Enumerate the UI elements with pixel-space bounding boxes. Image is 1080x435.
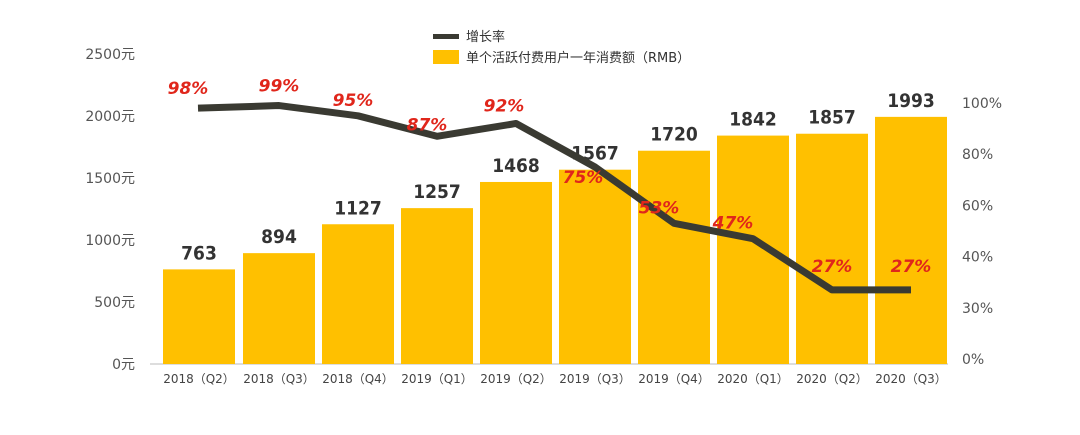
- growth-value-label: 75%: [563, 168, 604, 188]
- bar: [401, 208, 473, 364]
- growth-value-label: 99%: [259, 77, 300, 97]
- right-axis-tick: 0%: [962, 352, 984, 368]
- growth-value-label: 27%: [891, 257, 932, 277]
- right-axis-tick: 30%: [962, 301, 993, 317]
- growth-value-label: 27%: [812, 257, 853, 277]
- left-axis-tick: 2500元: [85, 47, 135, 63]
- legend-label-growth: 增长率: [466, 29, 505, 45]
- bar-value-label: 894: [261, 226, 297, 248]
- legend-bar-swatch: [433, 50, 459, 64]
- bar: [559, 169, 631, 364]
- bar: [796, 133, 868, 364]
- growth-value-label: 53%: [639, 198, 680, 218]
- growth-value-label: 92%: [484, 96, 525, 116]
- left-axis-tick: 500元: [94, 295, 135, 311]
- bar: [243, 253, 315, 364]
- right-axis-tick: 100%: [962, 96, 1002, 112]
- bar: [480, 181, 552, 364]
- bar-value-label: 763: [181, 242, 217, 264]
- growth-value-label: 95%: [333, 91, 374, 111]
- right-axis-tick: 40%: [962, 250, 993, 266]
- x-axis-tick: 2019（Q3）: [559, 372, 631, 386]
- right-axis-tick: 80%: [962, 147, 993, 163]
- x-axis-tick: 2019（Q4）: [638, 372, 710, 386]
- bar-value-label: 1720: [650, 124, 698, 146]
- growth-value-label: 87%: [407, 115, 448, 135]
- right-axis-tick: 60%: [962, 198, 993, 214]
- bar: [875, 116, 947, 364]
- growth-line: [197, 102, 911, 294]
- bar-value-label: 1842: [729, 109, 777, 131]
- x-axis-tick: 2018（Q4）: [322, 372, 394, 386]
- bar: [163, 269, 235, 364]
- bar-value-label: 1468: [492, 155, 540, 177]
- bar: [322, 224, 394, 364]
- bar-value-label: 1127: [334, 197, 382, 219]
- bar-value-label: 1993: [887, 90, 935, 112]
- left-axis-tick: 0元: [112, 357, 135, 373]
- legend-line-swatch: [433, 34, 459, 39]
- legend: 增长率 单个活跃付费用户一年消费额（RMB）: [433, 29, 690, 66]
- growth-value-label: 98%: [168, 79, 209, 99]
- left-axis-tick: 1500元: [85, 171, 135, 187]
- bar: [717, 135, 789, 364]
- left-axis-tick: 2000元: [85, 109, 135, 125]
- x-axis-tick: 2019（Q2）: [480, 372, 552, 386]
- x-axis-tick: 2019（Q1）: [401, 372, 473, 386]
- legend-label-spend: 单个活跃付费用户一年消费额（RMB）: [466, 50, 690, 66]
- bar-value-label: 1857: [808, 107, 856, 129]
- x-axis-tick: 2018（Q2）: [163, 372, 235, 386]
- growth-value-label: 47%: [712, 214, 754, 234]
- x-axis-tick: 2020（Q2）: [796, 372, 868, 386]
- x-axis-tick: 2020（Q3）: [875, 372, 947, 386]
- bar: [638, 150, 710, 364]
- x-axis-tick: 2020（Q1）: [717, 372, 789, 386]
- bar-value-label: 1257: [413, 181, 461, 203]
- left-axis-tick: 1000元: [85, 233, 135, 249]
- x-axis-tick: 2018（Q3）: [243, 372, 315, 386]
